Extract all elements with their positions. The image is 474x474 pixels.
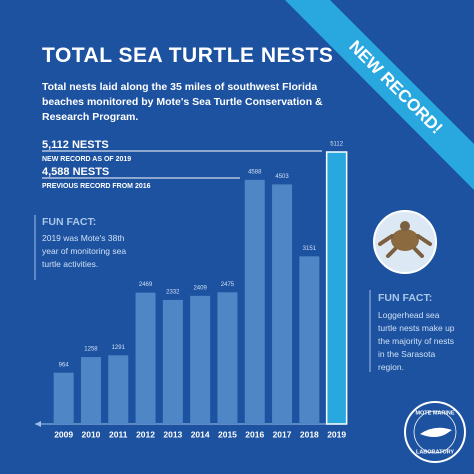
x-tick-label: 2014 [191, 429, 210, 439]
logo-ring [413, 410, 457, 454]
x-tick-label: 2016 [245, 429, 264, 439]
value-label: 1258 [84, 347, 98, 353]
value-label: 1291 [112, 345, 126, 351]
record-note: PREVIOUS RECORD FROM 2016 [42, 183, 151, 190]
logo-text: LABORATORY [416, 449, 454, 455]
x-tick-label: 2010 [81, 429, 100, 439]
bar [217, 292, 238, 424]
x-tick-label: 2017 [273, 429, 292, 439]
value-label: 2332 [166, 289, 180, 295]
fact-title: FUN FACT: [42, 216, 97, 228]
record-label: 5,112 NESTS [42, 139, 109, 151]
value-label: 3151 [303, 246, 317, 252]
fact-text: 2019 was Mote's 38th year of monitoring … [42, 233, 127, 269]
x-tick-label: 2009 [54, 429, 73, 439]
x-tick-label: 2013 [163, 429, 182, 439]
bar [190, 295, 211, 424]
fact-title: FUN FACT: [378, 292, 433, 304]
banner [285, 0, 474, 190]
x-tick-label: 2011 [109, 429, 128, 439]
value-label: 5112 [330, 142, 344, 148]
x-tick-label: 2018 [300, 429, 319, 439]
bar [53, 372, 74, 424]
value-label: 4588 [248, 169, 262, 175]
logo-shark [420, 427, 452, 437]
x-tick-label: 2015 [218, 429, 237, 439]
axis-arrow [35, 421, 41, 427]
turtle-shell [391, 229, 419, 251]
turtle-flippers [378, 234, 432, 258]
bar [108, 355, 129, 424]
subtitle: Total nests laid along the 35 miles of s… [42, 81, 323, 123]
value-label: 4503 [275, 174, 289, 180]
bar [299, 256, 320, 424]
chart-title: TOTAL SEA TURTLE NESTS [42, 44, 334, 67]
bar [244, 179, 265, 424]
fact-text: Loggerhead sea turtle nests make up the … [378, 310, 455, 372]
logo-text: MOTE MARINE [415, 410, 454, 416]
bar [272, 184, 293, 424]
bar [80, 357, 101, 424]
value-label: 2409 [193, 285, 207, 291]
x-tick-label: 2019 [327, 429, 346, 439]
bar [325, 151, 348, 425]
value-label: 964 [59, 362, 70, 368]
record-note: NEW RECORD AS OF 2019 [42, 156, 132, 163]
record-label: 4,588 NESTS [42, 166, 110, 178]
x-tick-label: 2012 [136, 429, 155, 439]
value-label: 2475 [221, 282, 235, 288]
value-label: 2469 [139, 282, 153, 288]
bar [162, 299, 183, 424]
turtle-head [400, 221, 410, 231]
bar [135, 292, 156, 424]
